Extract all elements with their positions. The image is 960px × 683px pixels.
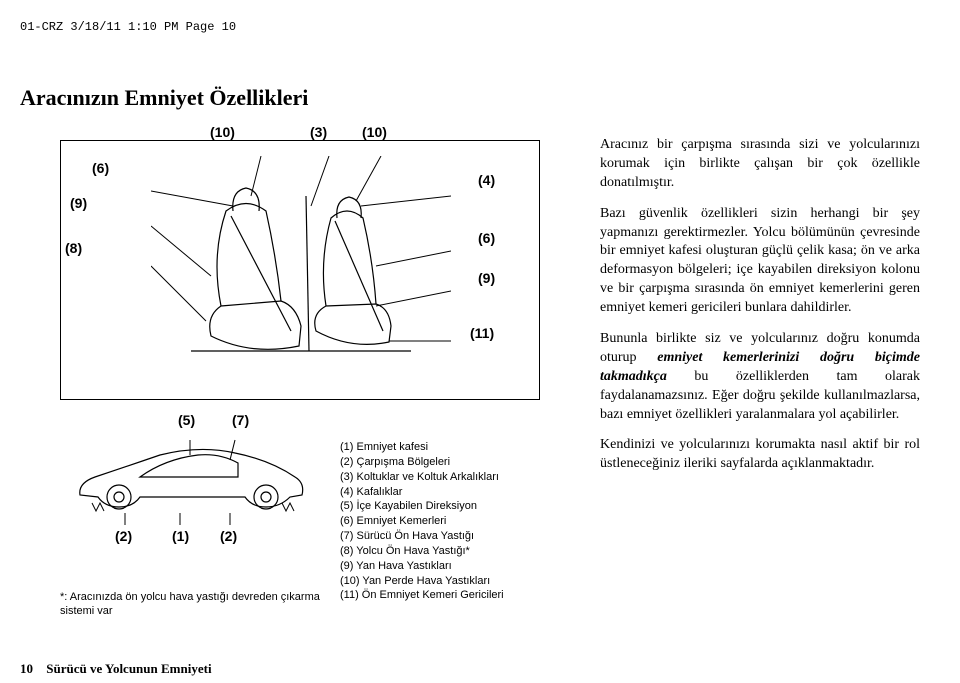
legend-item: (8) Yolcu Ön Hava Yastığı*: [340, 544, 580, 559]
callout-6-right: (6): [478, 230, 495, 246]
legend-item: (10) Yan Perde Hava Yastıkları: [340, 574, 580, 589]
main-content: (6) (9) (8) (10) (3) (10) (4) (6) (9) (1…: [20, 130, 940, 653]
legend-item: (2) Çarpışma Bölgeleri: [340, 455, 580, 470]
legend-item: (11) Ön Emniyet Kemeri Gericileri: [340, 588, 580, 603]
body-text-column: Aracınız bir çarpışma sırasında sizi ve …: [600, 136, 920, 486]
car-diagram-area: (5) (7) (2) (1) (2): [60, 410, 320, 580]
seat-diagram: [151, 156, 451, 386]
para-3: Bununla birlikte siz ve yolcularınız doğ…: [600, 330, 920, 424]
legend-item: (9) Yan Hava Yastıkları: [340, 559, 580, 574]
callout-7: (7): [232, 412, 249, 428]
legend-item: (1) Emniyet kafesi: [340, 440, 580, 455]
legend-item: (5) İçe Kayabilen Direksiyon: [340, 499, 580, 514]
section-title: Sürücü ve Yolcunun Emniyeti: [46, 661, 211, 676]
callout-2-left: (2): [115, 528, 132, 544]
page-footer: 10 Sürücü ve Yolcunun Emniyeti: [20, 661, 212, 677]
callout-8-left: (8): [65, 240, 82, 256]
legend-item: (4) Kafalıklar: [340, 485, 580, 500]
legend-item: (6) Emniyet Kemerleri: [340, 514, 580, 529]
callout-4-right: (4): [478, 172, 495, 188]
page-title: Aracınızın Emniyet Özellikleri: [20, 85, 308, 111]
callout-10-right: (10): [362, 124, 387, 140]
print-header: 01-CRZ 3/18/11 1:10 PM Page 10: [20, 20, 236, 34]
car-side-diagram: [70, 435, 310, 525]
seat-diagram-box: [60, 140, 540, 400]
airbag-footnote: *: Aracınızda ön yolcu hava yastığı devr…: [60, 590, 320, 619]
callout-6-left: (6): [92, 160, 109, 176]
callout-11-right: (11): [470, 325, 494, 341]
legend-item: (3) Koltuklar ve Koltuk Arkalıkları: [340, 470, 580, 485]
callout-9-left: (9): [70, 195, 87, 211]
legend-item: (7) Sürücü Ön Hava Yastığı: [340, 529, 580, 544]
page-number: 10: [20, 661, 33, 676]
callout-2-right: (2): [220, 528, 237, 544]
para-2: Bazı güvenlik özellikleri sizin herhangi…: [600, 205, 920, 318]
para-1: Aracınız bir çarpışma sırasında sizi ve …: [600, 136, 920, 193]
callout-5: (5): [178, 412, 195, 428]
component-legend: (1) Emniyet kafesi (2) Çarpışma Bölgeler…: [340, 440, 580, 603]
callout-1: (1): [172, 528, 189, 544]
callout-10-left: (10): [210, 124, 235, 140]
callout-3-top: (3): [310, 124, 327, 140]
callout-9-right: (9): [478, 270, 495, 286]
para-4: Kendinizi ve yolcularınızı korumakta nas…: [600, 436, 920, 474]
